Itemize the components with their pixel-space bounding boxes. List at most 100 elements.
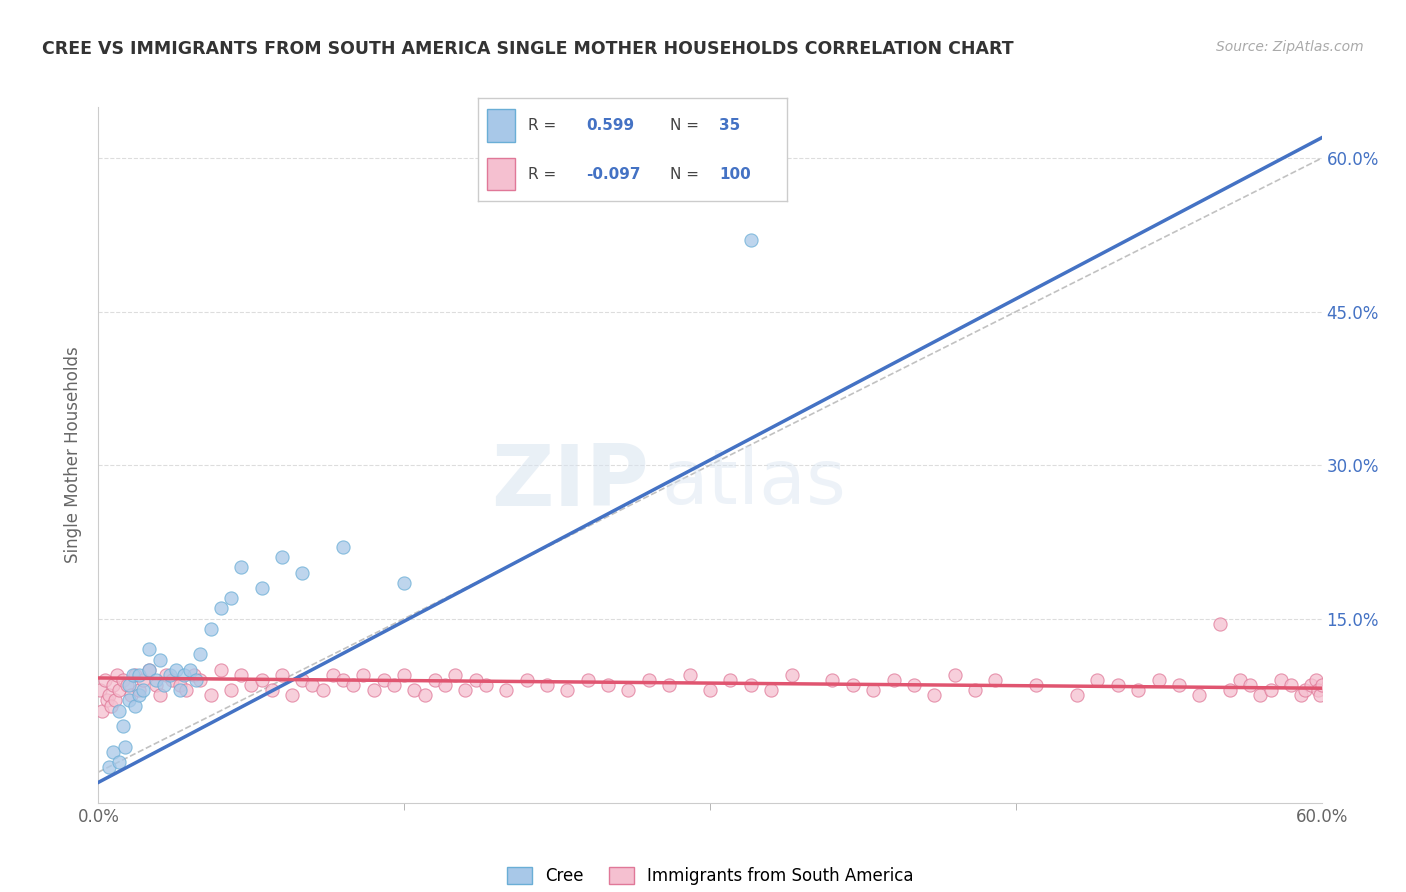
Point — [291, 566, 314, 580]
Legend: Cree, Immigrants from South America: Cree, Immigrants from South America — [501, 861, 920, 892]
Point — [173, 668, 195, 682]
Point — [152, 678, 174, 692]
Point — [128, 683, 150, 698]
Point — [1229, 673, 1251, 687]
Point — [638, 673, 661, 687]
Point — [1147, 673, 1170, 687]
Point — [740, 233, 762, 247]
Point — [342, 678, 364, 692]
Point — [576, 673, 599, 687]
Point — [122, 668, 145, 682]
Point — [413, 689, 436, 703]
Point — [373, 673, 395, 687]
Point — [1306, 683, 1329, 698]
Point — [301, 678, 323, 692]
Point — [179, 663, 201, 677]
Point — [270, 550, 294, 565]
Point — [291, 673, 314, 687]
Point — [392, 668, 416, 682]
Point — [312, 683, 335, 698]
Point — [155, 668, 177, 682]
Point — [231, 668, 253, 682]
Text: N =: N = — [669, 167, 699, 182]
Point — [219, 591, 242, 606]
Point — [145, 673, 167, 687]
Point — [1188, 689, 1211, 703]
Point — [174, 683, 197, 698]
Y-axis label: Single Mother Households: Single Mother Households — [65, 347, 83, 563]
Point — [1291, 689, 1313, 703]
Point — [101, 678, 124, 692]
Point — [169, 678, 191, 692]
Point — [464, 673, 486, 687]
Point — [118, 678, 141, 692]
Point — [1025, 678, 1047, 692]
Text: 35: 35 — [720, 119, 741, 133]
Text: N =: N = — [669, 119, 699, 133]
Text: -0.097: -0.097 — [586, 167, 641, 182]
Point — [270, 668, 294, 682]
Point — [392, 575, 416, 590]
Point — [1279, 678, 1302, 692]
Point — [111, 673, 134, 687]
Point — [183, 668, 205, 682]
Point — [454, 683, 477, 698]
Point — [260, 683, 283, 698]
Point — [89, 683, 111, 698]
Point — [922, 689, 945, 703]
Point — [740, 678, 762, 692]
Point — [100, 698, 122, 713]
Point — [1301, 678, 1323, 692]
Point — [332, 540, 354, 554]
Point — [1294, 683, 1316, 698]
Point — [132, 673, 155, 687]
Point — [165, 663, 187, 677]
Point — [149, 652, 172, 666]
Point — [138, 663, 160, 677]
Point — [821, 673, 844, 687]
Point — [159, 668, 181, 682]
Point — [1107, 678, 1129, 692]
Point — [91, 704, 114, 718]
Text: atlas: atlas — [661, 446, 846, 520]
Point — [1305, 673, 1327, 687]
FancyBboxPatch shape — [488, 110, 515, 142]
Point — [186, 673, 208, 687]
Point — [188, 673, 212, 687]
Point — [1309, 689, 1331, 703]
Point — [761, 683, 783, 698]
Point — [1260, 683, 1282, 698]
Point — [965, 683, 987, 698]
Point — [105, 668, 128, 682]
Point — [209, 601, 232, 615]
Point — [188, 648, 212, 662]
Point — [699, 683, 721, 698]
Point — [114, 739, 136, 754]
Point — [219, 683, 242, 698]
Point — [943, 668, 966, 682]
Point — [93, 673, 115, 687]
Point — [120, 689, 142, 703]
Text: R =: R = — [527, 167, 555, 182]
Point — [658, 678, 681, 692]
Point — [128, 689, 150, 703]
Point — [118, 693, 141, 707]
Point — [1167, 678, 1189, 692]
Point — [250, 673, 273, 687]
Point — [240, 678, 263, 692]
Text: CREE VS IMMIGRANTS FROM SOUTH AMERICA SINGLE MOTHER HOUSEHOLDS CORRELATION CHART: CREE VS IMMIGRANTS FROM SOUTH AMERICA SI… — [42, 40, 1014, 58]
Point — [209, 663, 232, 677]
Point — [111, 719, 134, 733]
Text: 0.599: 0.599 — [586, 119, 634, 133]
FancyBboxPatch shape — [488, 158, 515, 190]
Point — [903, 678, 925, 692]
Point — [115, 678, 138, 692]
Point — [101, 745, 124, 759]
Point — [352, 668, 374, 682]
Point — [780, 668, 803, 682]
Point — [97, 689, 120, 703]
Point — [281, 689, 304, 703]
Point — [108, 683, 131, 698]
Text: R =: R = — [527, 119, 555, 133]
Point — [332, 673, 354, 687]
